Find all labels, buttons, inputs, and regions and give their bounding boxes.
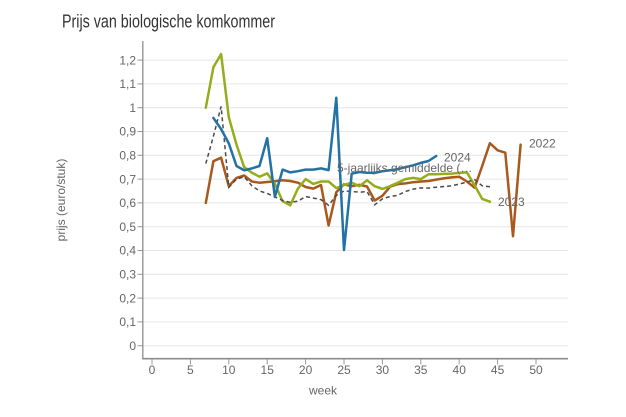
svg-text:0,8: 0,8: [119, 149, 136, 163]
svg-text:2023: 2023: [498, 195, 525, 209]
svg-text:10: 10: [222, 363, 236, 377]
svg-text:week: week: [308, 383, 338, 397]
svg-text:0,9: 0,9: [119, 125, 136, 139]
svg-text:2022: 2022: [529, 137, 556, 151]
svg-text:prijs (euro/stuk): prijs (euro/stuk): [54, 159, 68, 242]
svg-text:40: 40: [453, 363, 467, 377]
svg-text:35: 35: [414, 363, 428, 377]
svg-text:0,3: 0,3: [119, 268, 136, 282]
svg-text:0,6: 0,6: [119, 196, 136, 210]
svg-text:0,2: 0,2: [119, 291, 136, 305]
svg-text:0,5: 0,5: [119, 220, 136, 234]
svg-text:20: 20: [299, 363, 313, 377]
svg-text:1,2: 1,2: [119, 53, 136, 67]
svg-text:0,4: 0,4: [119, 244, 136, 258]
svg-text:5-jaarlijks gemiddelde (…: 5-jaarlijks gemiddelde (…: [337, 161, 472, 175]
svg-text:0: 0: [129, 339, 136, 353]
svg-text:0,7: 0,7: [119, 172, 136, 186]
svg-text:0,1: 0,1: [119, 315, 136, 329]
svg-text:1: 1: [129, 101, 136, 115]
svg-text:45: 45: [491, 363, 505, 377]
svg-text:2024: 2024: [444, 150, 471, 164]
svg-text:0: 0: [149, 363, 156, 377]
svg-text:30: 30: [376, 363, 390, 377]
svg-text:1,1: 1,1: [119, 77, 136, 91]
svg-text:50: 50: [529, 363, 543, 377]
svg-text:15: 15: [261, 363, 275, 377]
svg-text:5: 5: [187, 363, 194, 377]
svg-text:Prijs van biologische komkomme: Prijs van biologische komkommer: [62, 12, 275, 32]
svg-text:25: 25: [337, 363, 351, 377]
